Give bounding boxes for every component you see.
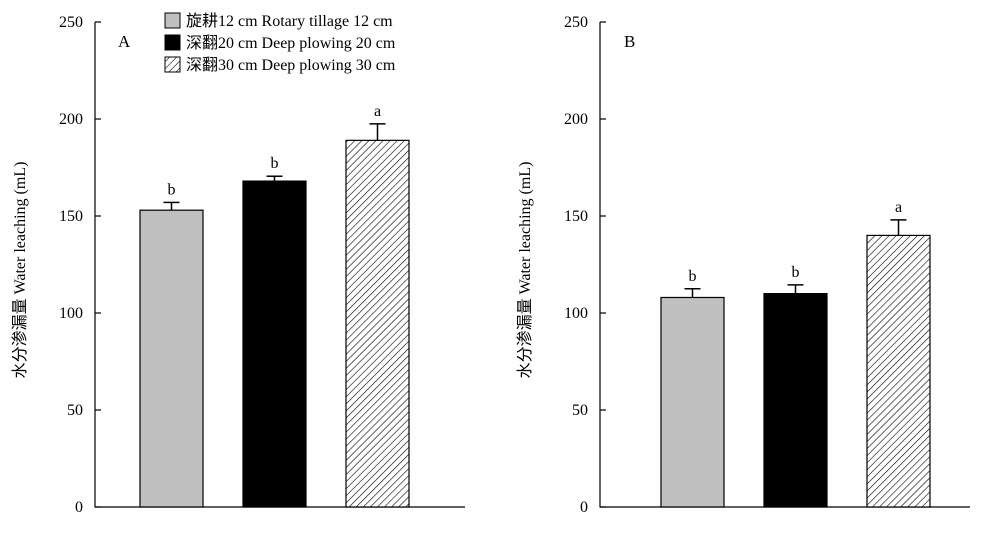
chart-panel-b: B 水分渗漏量 Water leaching (mL) 0 50 100 150 200… <box>516 14 970 516</box>
panel-b-bar-1 <box>660 296 725 508</box>
panel-a-bar-1 <box>139 209 204 508</box>
panel-a-significance-3: a <box>374 103 381 120</box>
panel-b-significance-3: a <box>895 199 902 216</box>
panel-b-y-tick-label: 150 <box>564 208 588 225</box>
legend-swatch-3 <box>164 56 181 73</box>
legend-swatch-2 <box>164 34 181 51</box>
panel-b-y-tick-label: 0 <box>580 499 588 516</box>
chart-panel-a: A 水分渗漏量 Water leaching (mL) 0 50 100 150 200… <box>11 14 465 516</box>
panel-a-y-tick-label: 0 <box>75 499 83 516</box>
panel-a-bar-2 <box>242 180 307 508</box>
panel-b-y-tick-label: 100 <box>564 305 588 322</box>
panel-a-y-axis-title: 水分渗漏量 Water leaching (mL) <box>11 162 29 379</box>
panel-a-y-tick-label: 50 <box>67 402 83 419</box>
legend-swatch-1 <box>164 12 181 29</box>
panel-a-y-tick-label: 150 <box>59 208 83 225</box>
panel-a-y-tick-label: 250 <box>59 14 83 31</box>
panel-a-significance-2: b <box>271 155 279 172</box>
panel-b-y-tick-label: 250 <box>564 14 588 31</box>
panel-b-bar-3 <box>866 234 931 508</box>
panel-a-bar-3 <box>345 139 410 508</box>
panel-b-y-axis-title: 水分渗漏量 Water leaching (mL) <box>516 162 534 379</box>
legend-entry-2: 深翻20 cm Deep plowing 20 cm <box>186 34 396 52</box>
legend: 旋耕12 cm Rotary tillage 12 cm 深翻20 cm Deep… <box>164 12 396 74</box>
panel-b-significance-1: b <box>689 268 697 285</box>
panel-a-y-tick-label: 200 <box>59 111 83 128</box>
panel-b-significance-2: b <box>792 264 800 281</box>
panel-a-label: A <box>118 32 131 51</box>
panel-b-y-tick-label: 200 <box>564 111 588 128</box>
panel-b-label: B <box>624 32 635 51</box>
panel-b-bar-2 <box>763 293 828 508</box>
legend-entry-1: 旋耕12 cm Rotary tillage 12 cm <box>186 12 393 30</box>
legend-entry-3: 深翻30 cm Deep plowing 30 cm <box>186 56 396 74</box>
panel-a-y-tick-label: 100 <box>59 305 83 322</box>
panel-a-significance-1: b <box>168 181 176 198</box>
panel-b-y-tick-label: 50 <box>572 402 588 419</box>
